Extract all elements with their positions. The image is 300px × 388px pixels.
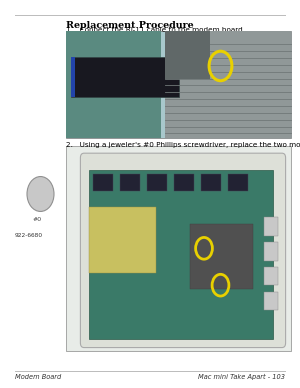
FancyBboxPatch shape	[264, 267, 278, 285]
FancyBboxPatch shape	[190, 223, 253, 289]
FancyBboxPatch shape	[264, 242, 278, 261]
Text: Mac mini Take Apart - 103: Mac mini Take Apart - 103	[198, 374, 285, 380]
FancyBboxPatch shape	[264, 217, 278, 236]
FancyBboxPatch shape	[66, 146, 291, 351]
FancyBboxPatch shape	[88, 207, 156, 273]
FancyBboxPatch shape	[165, 31, 291, 138]
Text: 1.   Connect the RJ-11 cable to the modem board.: 1. Connect the RJ-11 cable to the modem …	[66, 27, 245, 33]
Text: 922-6680: 922-6680	[14, 233, 43, 238]
FancyBboxPatch shape	[201, 174, 221, 191]
Text: Modem Board: Modem Board	[15, 374, 61, 380]
Text: Replacement Procedure: Replacement Procedure	[66, 21, 194, 30]
FancyBboxPatch shape	[93, 174, 113, 191]
FancyBboxPatch shape	[70, 57, 178, 97]
Text: #0: #0	[33, 217, 42, 222]
FancyBboxPatch shape	[66, 31, 160, 138]
Circle shape	[27, 177, 54, 211]
FancyBboxPatch shape	[264, 291, 278, 310]
FancyBboxPatch shape	[174, 174, 194, 191]
FancyBboxPatch shape	[165, 31, 210, 79]
FancyBboxPatch shape	[120, 174, 140, 191]
FancyBboxPatch shape	[147, 174, 167, 191]
FancyBboxPatch shape	[66, 31, 291, 138]
FancyBboxPatch shape	[70, 57, 75, 97]
FancyBboxPatch shape	[228, 174, 248, 191]
Text: 2.   Using a jeweler's #0 Phillips screwdriver, replace the two modem screws.: 2. Using a jeweler's #0 Phillips screwdr…	[66, 142, 300, 147]
FancyBboxPatch shape	[80, 153, 286, 348]
FancyBboxPatch shape	[88, 170, 273, 339]
